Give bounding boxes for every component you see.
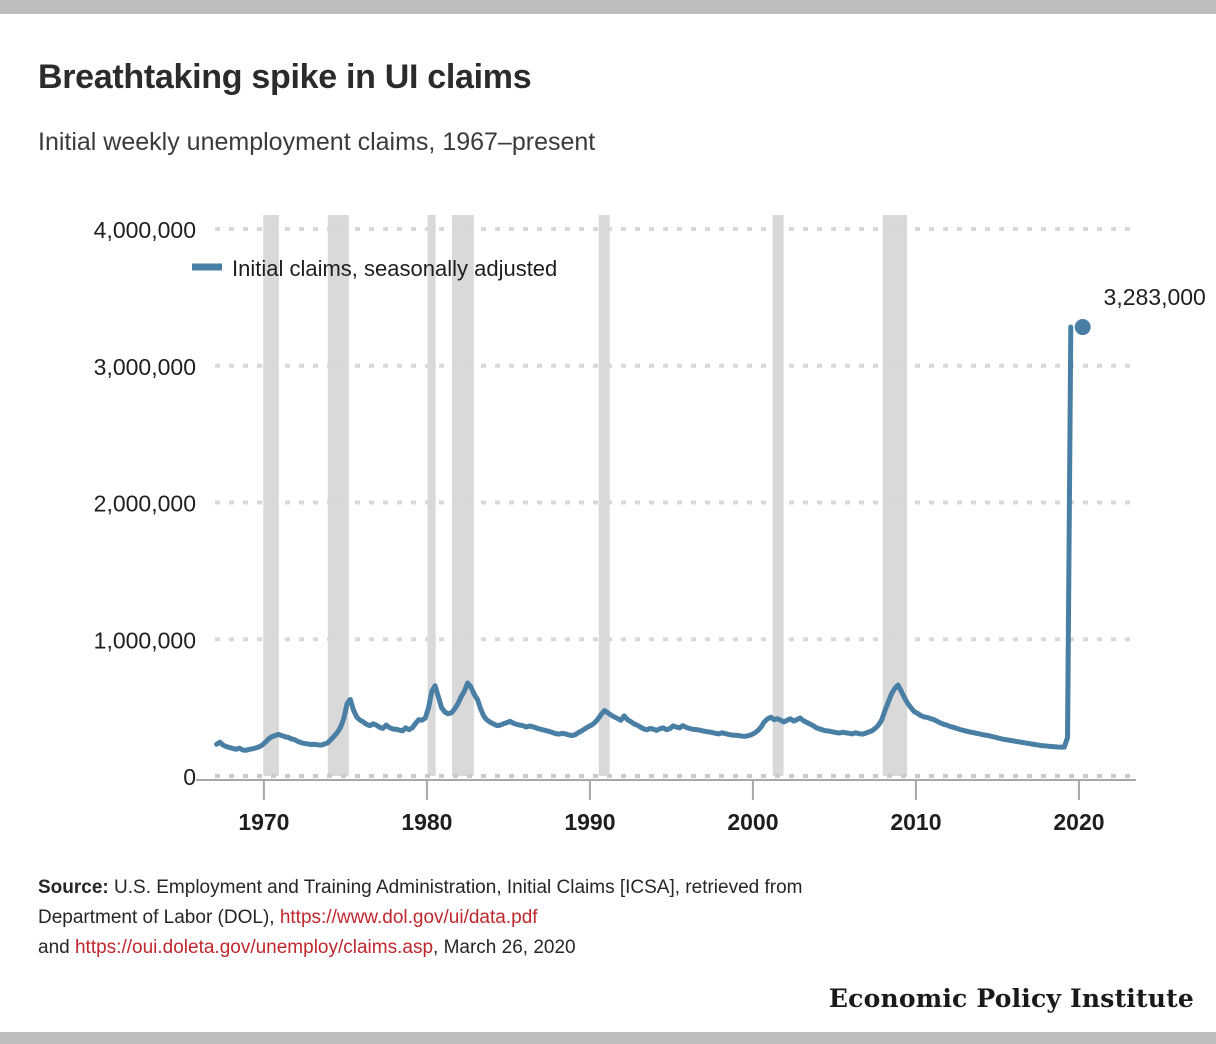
gridlines-group (215, 227, 1136, 642)
x-axis-tick-label: 2000 (727, 809, 778, 835)
source-text-line1: U.S. Employment and Training Administrat… (108, 877, 803, 898)
page-title: Breathtaking spike in UI claims (38, 58, 532, 96)
x-axis-tick-label: 1990 (564, 809, 615, 835)
y-axis-tick-label: 4,000,000 (94, 217, 196, 243)
top-divider-bar (0, 0, 1216, 14)
y-axis-tick-label: 2,000,000 (94, 491, 196, 517)
x-axis-tick-label: 2020 (1053, 809, 1104, 835)
source-label: Source: (38, 877, 109, 898)
data-series-line (214, 324, 1074, 753)
page-subtitle: Initial weekly unemployment claims, 1967… (38, 128, 596, 156)
y-axis-labels-group: 0 1,000,000 2,000,000 3,000,000 4,000,000 (94, 217, 196, 790)
x-axis-tick-label: 2010 (890, 809, 941, 835)
peak-marker-dot (1074, 319, 1091, 336)
recession-band (327, 215, 349, 776)
recession-band (263, 215, 279, 776)
peak-annotation-group: 3,283,000 (1074, 284, 1206, 336)
source-text-line2: Department of Labor (DOL), (38, 907, 280, 928)
organization-logo: Economic Policy Institute (828, 984, 1194, 1013)
y-axis-tick-label: 1,000,000 (94, 627, 196, 653)
y-axis-tick-label: 3,000,000 (94, 354, 196, 380)
recession-band (427, 215, 436, 776)
recession-band (882, 215, 908, 776)
recession-band (598, 215, 610, 776)
y-axis-tick-label: 0 (183, 764, 196, 790)
bottom-divider-bar (0, 1032, 1216, 1044)
source-text-line3: and (38, 937, 75, 958)
x-axis-tick-label: 1980 (401, 809, 452, 835)
chart-legend: Initial claims, seasonally adjusted (192, 256, 557, 281)
source-link-dol[interactable]: https://www.dol.gov/ui/data.pdf (279, 907, 538, 928)
x-axis-labels-group: 1970 1980 1990 2000 2010 2020 (238, 781, 1105, 835)
recession-bands-group (263, 215, 908, 776)
x-axis-tick-label: 1970 (238, 809, 289, 835)
peak-value-label: 3,283,000 (1104, 284, 1206, 310)
source-link-doleta[interactable]: https://oui.doleta.gov/unemploy/claims.a… (74, 937, 434, 958)
recession-band (452, 215, 474, 776)
legend-label-initial-claims: Initial claims, seasonally adjusted (232, 256, 557, 281)
source-text-date: , March 26, 2020 (433, 937, 576, 958)
source-note: Source: U.S. Employment and Training Adm… (38, 873, 1098, 963)
recession-band (772, 215, 784, 776)
